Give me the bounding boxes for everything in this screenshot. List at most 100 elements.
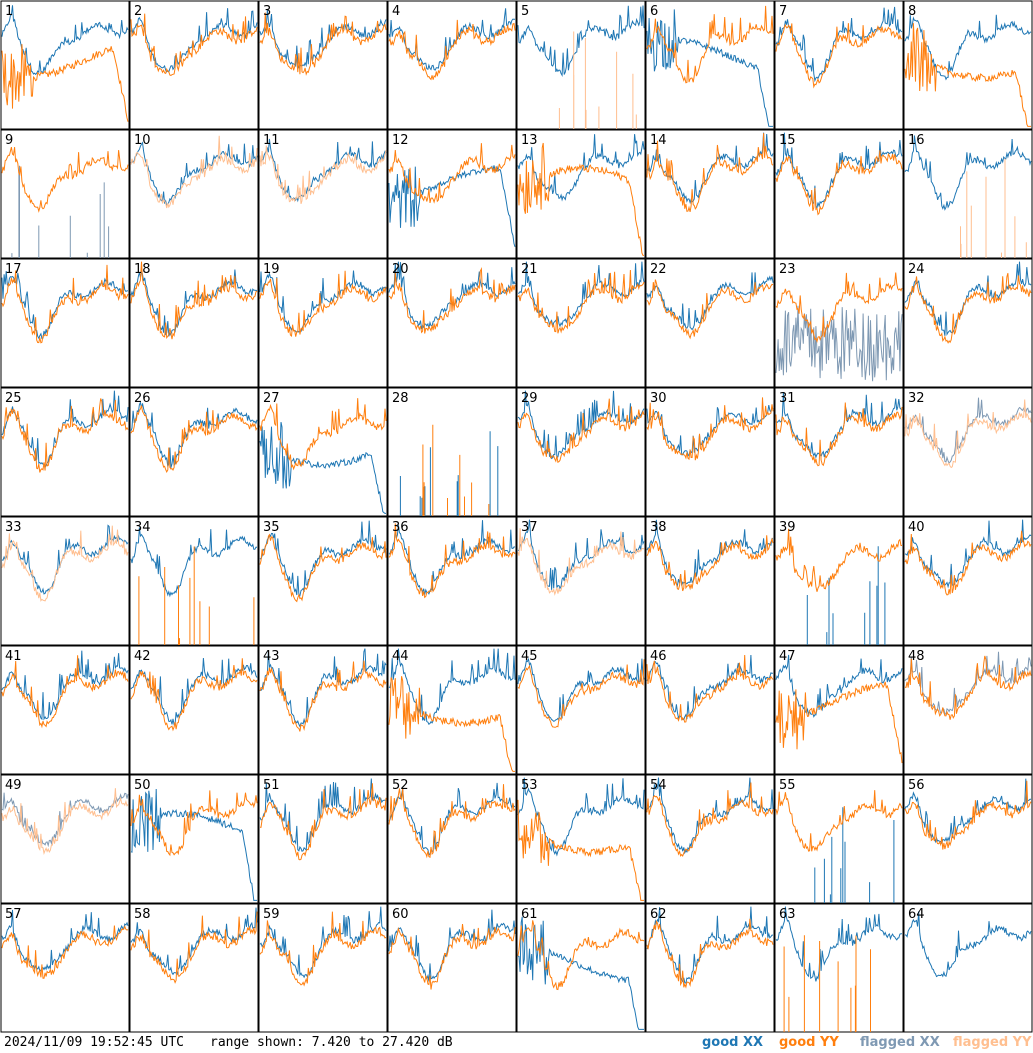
tile-frame: [774, 387, 904, 517]
tile-number-label: 14: [650, 133, 667, 148]
xx-series-line: [646, 9, 773, 127]
yy-series-line: [388, 923, 516, 990]
yy-series-line: [517, 269, 645, 334]
yy-series-line: [1, 655, 129, 729]
tile-number-label: 7: [779, 4, 787, 19]
tile-21: 21: [516, 258, 646, 388]
tile-60: 60: [387, 903, 517, 1033]
tile-frame: [387, 516, 517, 646]
xx-series-line: [775, 305, 903, 382]
tile-42: 42: [129, 645, 259, 775]
tile-frame: [0, 774, 130, 904]
tile-number-label: 33: [5, 520, 22, 535]
tile-number-label: 9: [5, 133, 13, 148]
tile-29: 29: [516, 387, 646, 517]
yy-series-line: [130, 261, 258, 340]
yy-series-line: [388, 266, 516, 334]
tile-number-label: 45: [521, 649, 538, 664]
tile-43: 43: [258, 645, 388, 775]
yy-series-line: [783, 935, 871, 1032]
tile-44: 44: [387, 645, 517, 775]
xx-series-line: [130, 907, 258, 976]
xx-series-line: [130, 788, 257, 901]
xx-series-line: [130, 141, 258, 207]
tile-16: 16: [903, 129, 1033, 259]
yy-series-line: [904, 780, 1032, 850]
xx-series-line: [517, 134, 645, 202]
yy-series-line: [775, 272, 903, 343]
tile-frame: [903, 645, 1033, 775]
tile-number-label: 24: [908, 262, 925, 277]
tile-frame: [516, 903, 646, 1033]
yy-series-line: [646, 397, 774, 461]
tile-number-label: 48: [908, 649, 925, 664]
tile-frame: [129, 0, 259, 130]
tile-number-label: 28: [392, 391, 409, 406]
tile-frame: [645, 774, 775, 904]
tile-22: 22: [645, 258, 775, 388]
xx-series-line: [775, 906, 903, 982]
yy-series-line: [259, 12, 387, 76]
tile-35: 35: [258, 516, 388, 646]
yy-series-line: [646, 654, 774, 723]
tile-56: 56: [903, 774, 1033, 904]
tile-frame: [903, 903, 1033, 1033]
xx-series-line: [259, 520, 387, 597]
yy-series-line: [130, 135, 258, 209]
tile-5: 5: [516, 0, 646, 130]
tile-frame: [516, 129, 646, 259]
yy-series-line: [646, 918, 774, 989]
tile-number-label: 43: [263, 649, 280, 664]
tile-10: 10: [129, 129, 259, 259]
yy-series-line: [775, 790, 903, 852]
xx-series-line: [388, 520, 516, 595]
tile-number-label: 39: [779, 520, 796, 535]
tile-frame: [903, 129, 1033, 259]
yy-series-line: [388, 784, 516, 859]
tile-frame: [258, 645, 388, 775]
tile-64: 64: [903, 903, 1033, 1033]
tile-53: 53: [516, 774, 646, 904]
yy-series-line: [130, 658, 258, 732]
tile-frame: [516, 516, 646, 646]
tile-frame: [258, 903, 388, 1033]
yy-series-line: [138, 546, 255, 645]
tile-number-label: 58: [134, 907, 151, 922]
yy-series-line: [1, 788, 129, 856]
tile-number-label: 35: [263, 520, 280, 535]
yy-series-line: [388, 143, 516, 204]
yy-series-line: [1, 146, 129, 213]
tile-number-label: 46: [650, 649, 667, 664]
tile-2: 2: [129, 0, 259, 130]
tile-number-label: 29: [521, 391, 538, 406]
yy-series-line: [130, 790, 258, 857]
tile-frame: [129, 387, 259, 517]
xx-series-line: [806, 546, 886, 645]
yy-series-line: [259, 660, 387, 732]
xx-series-line: [814, 807, 895, 903]
xx-series-line: [904, 135, 1032, 211]
xx-series-line: [775, 654, 903, 718]
tile-47: 47: [774, 645, 904, 775]
tile-26: 26: [129, 387, 259, 517]
yy-series-line: [259, 533, 387, 603]
tile-frame: [129, 903, 259, 1033]
tile-46: 46: [645, 645, 775, 775]
tile-number-label: 62: [650, 907, 667, 922]
tile-17: 17: [0, 258, 130, 388]
tile-number-label: 26: [134, 391, 151, 406]
tile-number-label: 10: [134, 133, 151, 148]
yy-series-line: [558, 31, 637, 129]
tile-number-label: 2: [134, 4, 142, 19]
tile-number-label: 34: [134, 520, 151, 535]
xx-series-line: [11, 165, 110, 258]
tile-57: 57: [0, 903, 130, 1033]
tile-54: 54: [645, 774, 775, 904]
tile-frame: [903, 387, 1033, 517]
yy-series-line: [130, 911, 258, 984]
yy-series-line: [259, 911, 387, 987]
xx-series-line: [399, 431, 499, 516]
tile-23: 23: [774, 258, 904, 388]
tile-number-label: 38: [650, 520, 667, 535]
tile-48: 48: [903, 645, 1033, 775]
